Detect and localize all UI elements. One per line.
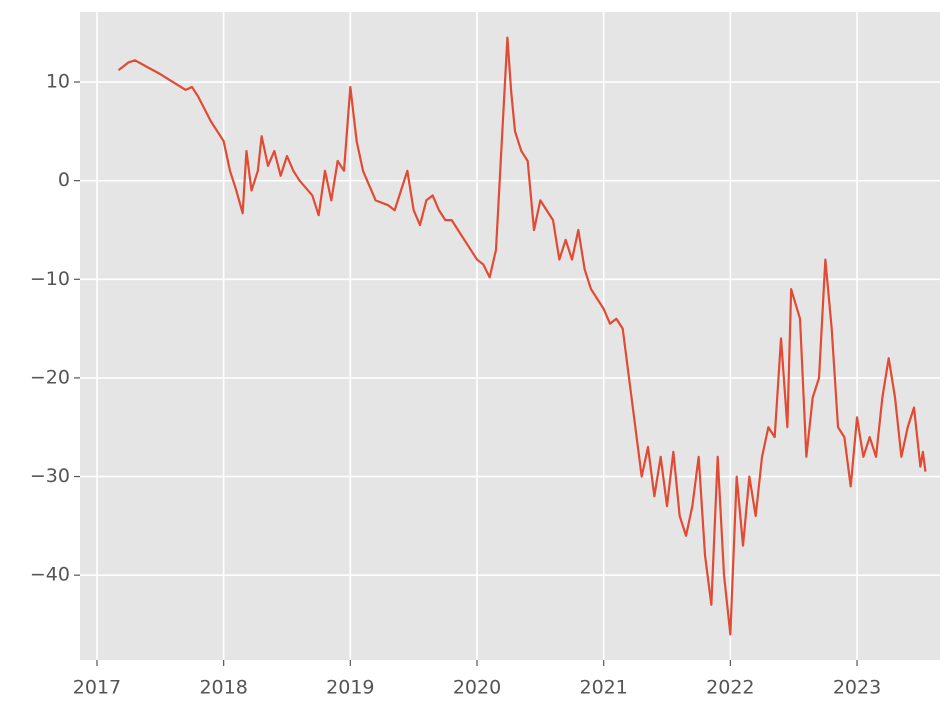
x-tick-label: 2019 <box>326 677 374 699</box>
x-tick-label: 2017 <box>73 677 121 699</box>
y-tick-label: −40 <box>30 564 70 586</box>
y-tick-label: −10 <box>30 268 70 290</box>
y-tick-label: 10 <box>46 71 70 93</box>
series-line <box>117 36 927 636</box>
y-tick-label: −20 <box>30 366 70 388</box>
x-tick-label: 2023 <box>833 677 881 699</box>
y-tick-label: 0 <box>58 169 70 191</box>
plot-area <box>80 12 940 660</box>
x-tick-label: 2018 <box>199 677 247 699</box>
x-tick-label: 2021 <box>579 677 627 699</box>
y-tick-label: −30 <box>30 465 70 487</box>
x-tick-label: 2022 <box>706 677 754 699</box>
x-tick-label: 2020 <box>453 677 501 699</box>
